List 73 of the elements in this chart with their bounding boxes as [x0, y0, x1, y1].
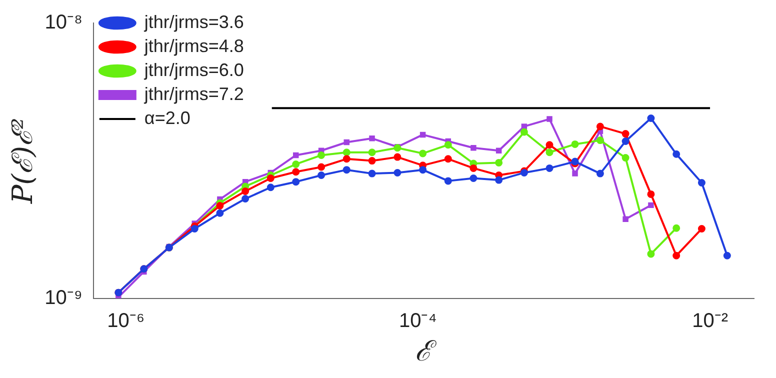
- point: [470, 174, 478, 182]
- point: [344, 139, 350, 146]
- point: [242, 195, 250, 203]
- point: [596, 170, 604, 178]
- point: [242, 187, 250, 195]
- legend-label: jthr/jrms=3.6: [143, 12, 244, 32]
- x-axis-title: ℰ: [415, 334, 438, 368]
- point: [318, 163, 326, 171]
- point: [521, 124, 528, 130]
- point: [266, 184, 274, 192]
- point: [292, 168, 300, 176]
- point: [444, 141, 452, 149]
- point: [647, 250, 655, 258]
- point: [216, 202, 224, 210]
- point: [342, 166, 350, 174]
- point: [419, 150, 427, 158]
- point: [672, 150, 680, 158]
- point: [647, 190, 655, 198]
- point: [596, 136, 604, 144]
- point: [495, 158, 503, 166]
- point: [266, 174, 274, 182]
- point: [318, 172, 326, 180]
- point: [293, 152, 299, 158]
- point: [342, 148, 350, 156]
- point: [698, 178, 706, 186]
- point: [292, 160, 300, 168]
- point: [216, 209, 224, 217]
- legend-label: jthr/jrms=7.2: [143, 84, 244, 104]
- point: [546, 164, 554, 172]
- point: [292, 178, 300, 186]
- point: [318, 151, 326, 159]
- point: [394, 168, 402, 176]
- x-tick-label: 10⁻²: [692, 310, 728, 332]
- point: [190, 225, 198, 233]
- point: [622, 216, 628, 222]
- point: [698, 225, 706, 233]
- point: [672, 252, 680, 260]
- point: [596, 122, 604, 130]
- point: [672, 224, 680, 232]
- point: [546, 116, 552, 122]
- y-tick-label: 10⁻⁹: [44, 286, 82, 309]
- point: [470, 164, 478, 172]
- point: [369, 136, 375, 142]
- point: [342, 155, 350, 163]
- point: [647, 114, 655, 122]
- point: [444, 177, 452, 185]
- point: [723, 252, 731, 260]
- x-tick-label: 10⁻⁶: [107, 310, 145, 332]
- point: [571, 140, 579, 148]
- point: [444, 155, 452, 163]
- point: [520, 128, 528, 136]
- point: [368, 148, 376, 156]
- point: [419, 166, 427, 174]
- point: [648, 202, 654, 208]
- point: [368, 170, 376, 178]
- point: [495, 176, 503, 184]
- point: [546, 141, 554, 149]
- y-axis-title: P(ℰ)ℰ²: [6, 118, 40, 205]
- legend-label: jthr/jrms=6.0: [143, 60, 244, 80]
- point: [622, 154, 630, 162]
- point: [546, 148, 554, 156]
- point: [572, 170, 578, 176]
- legend-label: jthr/jrms=4.8: [143, 36, 244, 56]
- point: [368, 157, 376, 165]
- point: [622, 138, 630, 146]
- point: [470, 145, 476, 151]
- point: [622, 130, 630, 138]
- y-tick-label: 10⁻⁸: [44, 12, 82, 34]
- x-tick-label: 10⁻⁴: [399, 310, 437, 332]
- point: [496, 148, 502, 154]
- point: [420, 132, 426, 138]
- legend-label: α=2.0: [144, 108, 190, 128]
- point: [394, 153, 402, 161]
